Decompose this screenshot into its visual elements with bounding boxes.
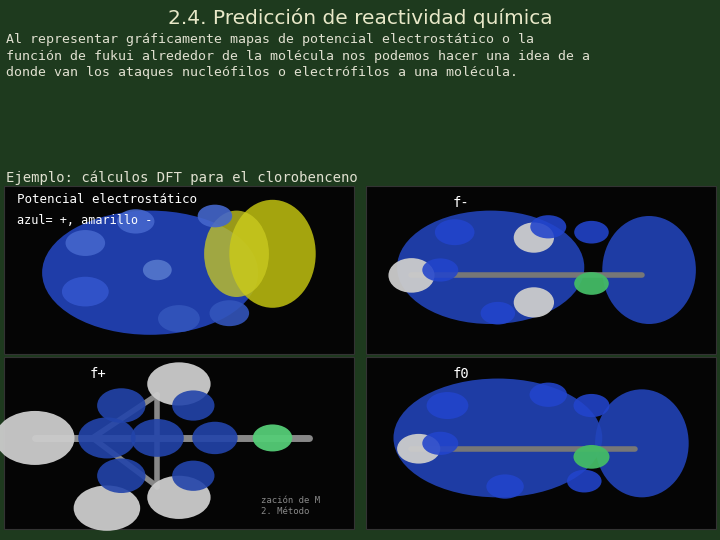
Ellipse shape bbox=[426, 392, 469, 419]
FancyBboxPatch shape bbox=[4, 357, 354, 529]
Ellipse shape bbox=[78, 417, 135, 458]
Ellipse shape bbox=[531, 215, 567, 239]
Ellipse shape bbox=[117, 210, 154, 233]
Ellipse shape bbox=[66, 230, 105, 256]
Ellipse shape bbox=[143, 260, 172, 280]
Ellipse shape bbox=[575, 272, 609, 295]
Ellipse shape bbox=[0, 411, 75, 465]
Ellipse shape bbox=[172, 461, 215, 491]
Text: Ejemplo: cálculos DFT para el clorobenceno: Ejemplo: cálculos DFT para el clorobence… bbox=[6, 170, 358, 185]
Text: azul= +, amarillo -: azul= +, amarillo - bbox=[17, 214, 152, 227]
Ellipse shape bbox=[204, 211, 269, 297]
Ellipse shape bbox=[394, 379, 602, 497]
Ellipse shape bbox=[422, 432, 459, 455]
Ellipse shape bbox=[158, 305, 199, 332]
Text: f0: f0 bbox=[452, 367, 469, 381]
Text: zación de M
2. Método: zación de M 2. Método bbox=[261, 496, 320, 516]
FancyBboxPatch shape bbox=[366, 357, 716, 529]
Ellipse shape bbox=[574, 445, 610, 469]
FancyBboxPatch shape bbox=[4, 186, 354, 354]
Ellipse shape bbox=[422, 258, 459, 282]
Ellipse shape bbox=[73, 485, 140, 531]
Ellipse shape bbox=[42, 211, 258, 335]
Ellipse shape bbox=[567, 470, 602, 492]
Ellipse shape bbox=[131, 419, 184, 457]
Ellipse shape bbox=[147, 476, 210, 519]
Ellipse shape bbox=[197, 205, 232, 227]
Ellipse shape bbox=[192, 422, 238, 454]
FancyBboxPatch shape bbox=[366, 186, 716, 354]
Ellipse shape bbox=[529, 382, 567, 407]
Ellipse shape bbox=[514, 222, 554, 253]
Ellipse shape bbox=[172, 390, 215, 421]
Text: f-: f- bbox=[452, 196, 469, 210]
Ellipse shape bbox=[603, 216, 696, 324]
Text: 2.4. Predicción de reactividad química: 2.4. Predicción de reactividad química bbox=[168, 8, 552, 28]
Ellipse shape bbox=[229, 200, 315, 308]
Ellipse shape bbox=[389, 258, 435, 293]
Ellipse shape bbox=[574, 394, 610, 417]
Ellipse shape bbox=[253, 424, 292, 451]
Ellipse shape bbox=[97, 388, 145, 423]
Ellipse shape bbox=[435, 219, 474, 245]
Ellipse shape bbox=[210, 300, 249, 326]
Ellipse shape bbox=[397, 434, 441, 463]
Ellipse shape bbox=[481, 302, 516, 325]
Ellipse shape bbox=[595, 389, 688, 497]
Text: Potencial electrostático: Potencial electrostático bbox=[17, 193, 197, 206]
Ellipse shape bbox=[97, 458, 145, 493]
Text: f+: f+ bbox=[90, 367, 107, 381]
Text: Al representar gráficamente mapas de potencial electrostático o la
función de fu: Al representar gráficamente mapas de pot… bbox=[6, 33, 590, 79]
Ellipse shape bbox=[514, 287, 554, 318]
Ellipse shape bbox=[397, 211, 585, 324]
Ellipse shape bbox=[62, 276, 109, 307]
Ellipse shape bbox=[147, 362, 210, 406]
Ellipse shape bbox=[487, 475, 523, 499]
Ellipse shape bbox=[575, 221, 609, 244]
